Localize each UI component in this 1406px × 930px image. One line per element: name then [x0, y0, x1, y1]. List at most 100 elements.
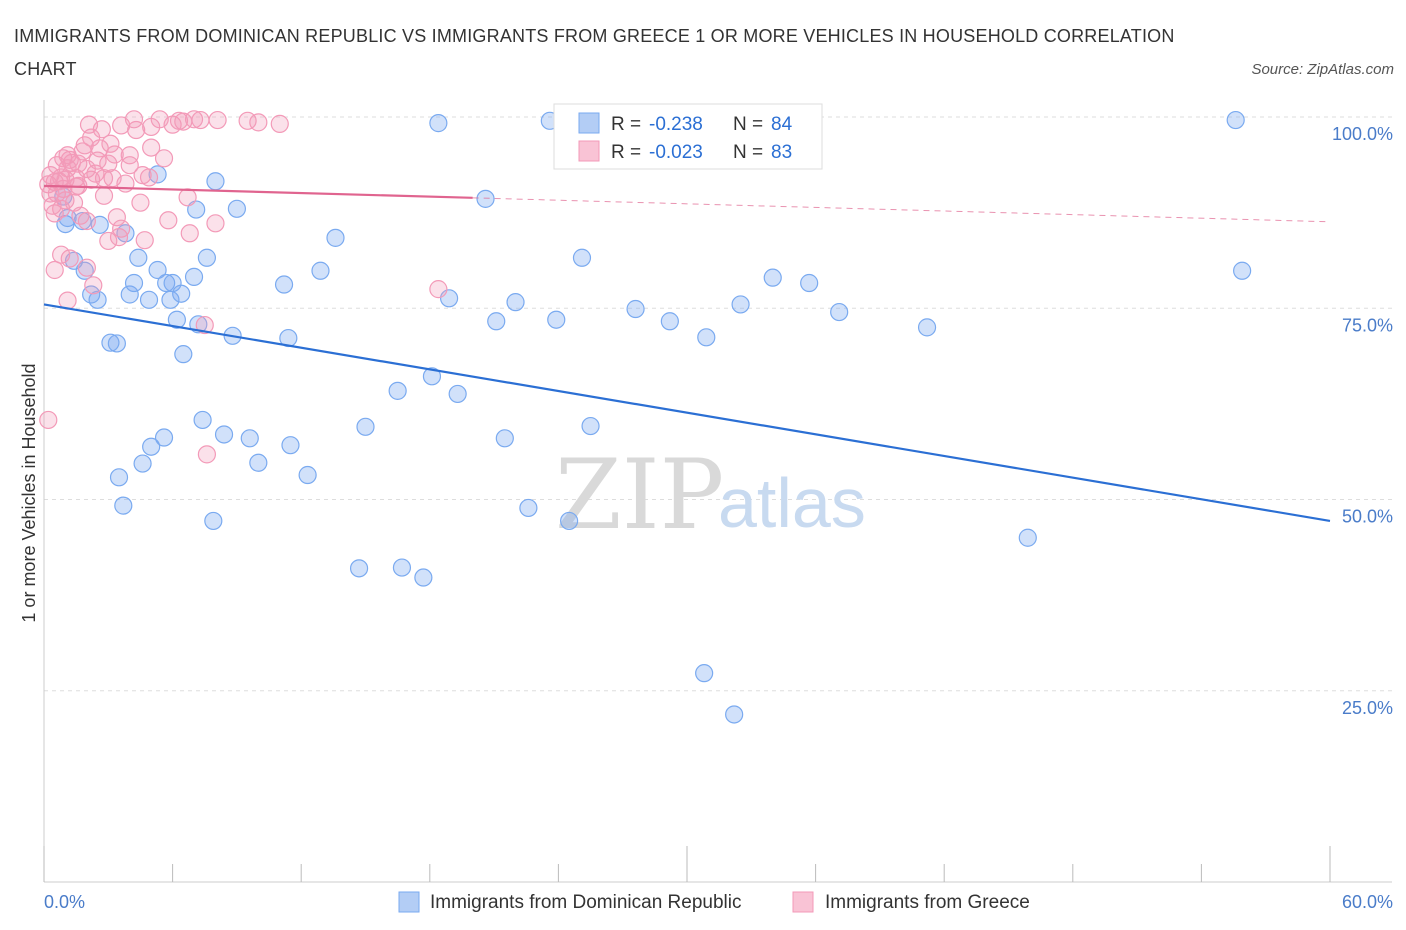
point-dominican-35 [206, 172, 225, 191]
y-axis-title: 1 or more Vehicles in Household [19, 363, 39, 622]
point-dominican-65 [581, 416, 600, 436]
point-dominican-28 [174, 345, 193, 364]
point-dominican-51 [414, 568, 433, 587]
point-greece-67 [60, 249, 79, 268]
point-greece-54 [154, 149, 174, 168]
point-dominican-17 [133, 454, 152, 473]
point-greece-64 [45, 260, 64, 280]
point-dominican-47 [349, 559, 369, 578]
point-dominican-23 [157, 273, 176, 293]
point-dominican-62 [547, 310, 566, 329]
point-dominican-64 [572, 248, 592, 267]
point-dominican-66 [626, 299, 645, 319]
point-dominican-74 [800, 273, 819, 293]
chart-title: IMMIGRANTS FROM DOMINICAN REPUBLIC VS IM… [14, 26, 1175, 79]
y-tick-label-50: 50.0% [1342, 507, 1393, 527]
bottom-legend-swatch-dominican [398, 891, 420, 913]
point-greece-61 [197, 445, 216, 464]
y-tick-label-75: 75.0% [1342, 315, 1393, 335]
legend-n-label-1: N = [733, 114, 763, 135]
point-dominican-9 [101, 333, 120, 352]
point-greece-82 [429, 280, 448, 299]
point-dominican-33 [197, 248, 216, 267]
axes [43, 100, 1392, 883]
point-dominican-78 [1018, 528, 1037, 547]
point-greece-48 [131, 193, 150, 212]
point-dominican-14 [120, 285, 139, 304]
point-dominican-52 [422, 367, 442, 386]
point-greece-55 [159, 211, 178, 230]
point-greece-68 [67, 169, 86, 188]
point-dominican-15 [124, 273, 144, 293]
x-tick-label-min: 0.0% [44, 892, 85, 912]
trend-line-greece [43, 184, 473, 199]
point-dominican-59 [506, 293, 525, 312]
legend-r-value-1: -0.238 [649, 114, 703, 135]
trend-lines [43, 184, 1331, 523]
point-dominican-39 [240, 429, 259, 448]
point-dominican-18 [139, 290, 159, 309]
point-dominican-5 [75, 261, 94, 280]
point-dominican-38 [227, 199, 246, 218]
point-dominican-63 [560, 511, 579, 531]
grid-lines [44, 116, 1392, 692]
point-dominican-36 [214, 425, 234, 444]
point-dominican-11 [109, 468, 129, 487]
legend-swatch-greece [578, 140, 600, 162]
bottom-legend-swatch-greece [792, 891, 814, 913]
bottom-legend-label-greece: Immigrants from Greece [825, 892, 1030, 913]
point-dominican-68 [695, 664, 714, 683]
point-dominican-53 [429, 114, 448, 133]
point-greece-75 [142, 138, 161, 157]
point-dominican-73 [763, 268, 782, 287]
data-points [39, 110, 1252, 724]
point-dominican-12 [114, 496, 133, 515]
point-dominican-75 [830, 302, 849, 322]
watermark-atlas: atlas [718, 464, 866, 542]
point-dominican-49 [388, 381, 407, 400]
point-greece-51 [139, 168, 159, 187]
point-greece-62 [206, 214, 225, 233]
point-dominican-79 [1233, 261, 1252, 280]
point-greece-72 [99, 231, 118, 251]
point-greece-70 [84, 276, 103, 295]
point-dominican-71 [731, 295, 750, 314]
point-greece-71 [94, 186, 114, 205]
source-label: Source: ZipAtlas.com [1251, 61, 1394, 78]
legend-n-value-2: 83 [771, 142, 792, 163]
point-greece-77 [180, 224, 199, 243]
y-tick-label-25: 25.0% [1342, 698, 1393, 718]
point-dominican-44 [298, 465, 317, 485]
point-greece-74 [120, 146, 139, 165]
watermark: ZIP atlas [555, 439, 866, 551]
point-dominican-10 [107, 334, 126, 353]
point-dominican-48 [356, 417, 375, 436]
point-greece-76 [163, 115, 182, 134]
point-greece-65 [52, 245, 71, 264]
x-tick-label-max: 60.0% [1342, 892, 1393, 912]
point-dominican-16 [129, 248, 148, 267]
point-dominican-70 [725, 705, 744, 724]
point-greece-37 [99, 154, 118, 173]
point-greece-18 [60, 150, 79, 169]
point-dominican-21 [148, 260, 167, 280]
point-dominican-26 [167, 310, 186, 329]
point-greece-69 [77, 258, 96, 277]
bottom-legend-label-dominican: Immigrants from Dominican Republic [430, 892, 742, 913]
point-dominican-19 [142, 437, 161, 456]
point-greece-1 [39, 410, 58, 430]
point-dominican-27 [172, 284, 191, 303]
point-greece-47 [127, 120, 146, 140]
legend-r-label-1: R = [611, 114, 641, 135]
legend-r-label-2: R = [611, 142, 641, 163]
point-greece-81 [270, 114, 289, 133]
point-greece-60 [191, 110, 210, 130]
point-greece-28 [77, 211, 96, 231]
point-dominican-56 [476, 189, 495, 208]
stats-legend: R = -0.238 N = 84 R = -0.023 N = 83 [553, 103, 823, 170]
legend-r-value-2: -0.023 [649, 142, 703, 163]
trend-line-greece-extension [472, 197, 1331, 223]
point-dominican-7 [88, 290, 107, 309]
point-dominican-76 [917, 318, 937, 337]
